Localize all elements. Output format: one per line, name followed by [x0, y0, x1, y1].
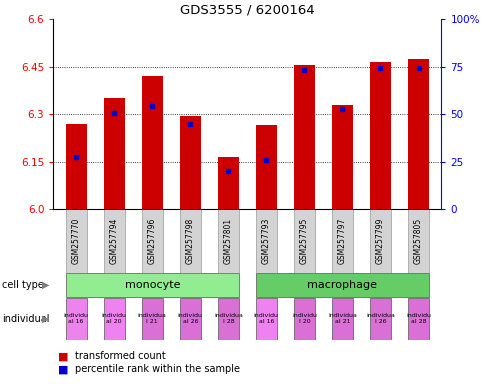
Text: individua
l 28: individua l 28 — [213, 313, 242, 324]
Text: individu
al 16: individu al 16 — [63, 313, 89, 324]
Bar — [217, 209, 239, 273]
Text: GSM257794: GSM257794 — [109, 218, 119, 264]
Text: GSM257799: GSM257799 — [375, 218, 384, 264]
Bar — [407, 59, 428, 209]
Bar — [369, 298, 390, 340]
Text: macrophage: macrophage — [307, 280, 377, 290]
Text: ▶: ▶ — [42, 314, 50, 324]
Text: GSM257795: GSM257795 — [299, 218, 308, 264]
Bar — [293, 65, 314, 209]
Text: individua
l 21: individua l 21 — [137, 313, 166, 324]
Bar — [65, 124, 87, 209]
Text: GSM257796: GSM257796 — [148, 218, 156, 264]
Text: GSM257797: GSM257797 — [337, 218, 346, 264]
Bar — [293, 298, 315, 340]
Bar — [255, 298, 276, 340]
Bar — [141, 209, 163, 273]
Bar — [332, 105, 352, 209]
Bar — [65, 298, 87, 340]
Text: ■: ■ — [58, 364, 69, 374]
Text: individu
al 20: individu al 20 — [102, 313, 126, 324]
Bar — [104, 98, 124, 209]
Bar — [179, 209, 200, 273]
Text: ▶: ▶ — [42, 280, 50, 290]
Text: GSM257798: GSM257798 — [185, 218, 195, 264]
Text: GSM257801: GSM257801 — [224, 218, 232, 264]
Text: GSM257793: GSM257793 — [261, 218, 270, 264]
Bar — [141, 298, 163, 340]
Text: monocyte: monocyte — [124, 280, 180, 290]
Bar — [217, 157, 238, 209]
Title: GDS3555 / 6200164: GDS3555 / 6200164 — [180, 3, 314, 17]
Text: percentile rank within the sample: percentile rank within the sample — [75, 364, 240, 374]
Text: individu
al 28: individu al 28 — [405, 313, 430, 324]
Bar — [293, 209, 315, 273]
Bar — [331, 209, 352, 273]
Text: ■: ■ — [58, 351, 69, 361]
Text: individu
al 26: individu al 26 — [178, 313, 202, 324]
Bar — [256, 125, 276, 209]
Bar — [255, 273, 428, 297]
Bar — [104, 298, 124, 340]
Text: individua
l 26: individua l 26 — [365, 313, 394, 324]
Bar — [180, 116, 200, 209]
Bar — [179, 298, 200, 340]
Bar — [141, 76, 162, 209]
Text: GSM257805: GSM257805 — [413, 218, 422, 264]
Bar — [369, 209, 390, 273]
Bar — [217, 298, 239, 340]
Text: cell type: cell type — [2, 280, 44, 290]
Text: individual: individual — [2, 314, 50, 324]
Bar — [331, 298, 352, 340]
Bar — [407, 298, 428, 340]
Text: individu
l 20: individu l 20 — [291, 313, 316, 324]
Bar — [407, 209, 428, 273]
Bar — [255, 209, 276, 273]
Text: transformed count: transformed count — [75, 351, 166, 361]
Bar — [65, 273, 239, 297]
Text: individua
al 21: individua al 21 — [327, 313, 356, 324]
Text: individu
al 16: individu al 16 — [253, 313, 278, 324]
Bar — [369, 62, 390, 209]
Bar — [104, 209, 124, 273]
Bar — [65, 209, 87, 273]
Text: GSM257770: GSM257770 — [72, 218, 80, 264]
